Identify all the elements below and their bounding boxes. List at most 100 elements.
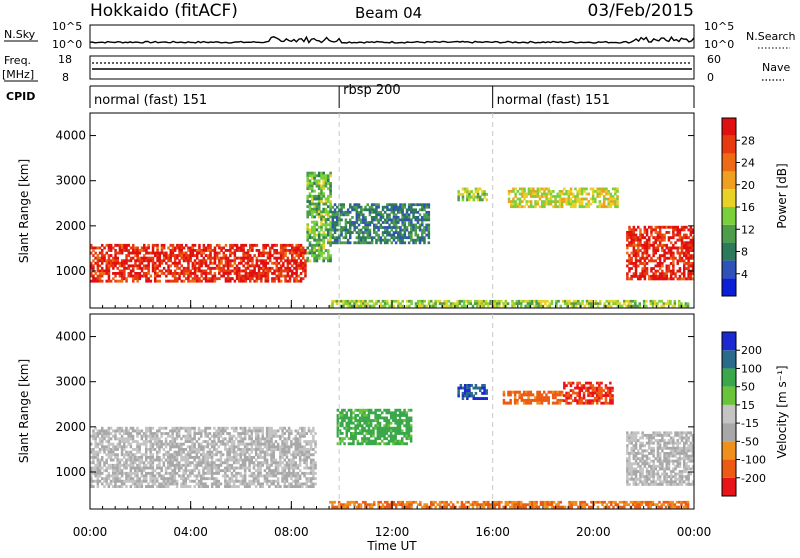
data-cell xyxy=(257,453,260,456)
data-cell xyxy=(154,262,157,265)
data-cell xyxy=(459,302,462,305)
data-cell xyxy=(251,456,254,459)
data-cell xyxy=(639,277,642,280)
data-cell xyxy=(295,477,298,480)
data-cell xyxy=(150,259,153,262)
data-cell xyxy=(284,453,287,456)
data-cell xyxy=(218,459,221,462)
data-cell xyxy=(313,231,316,234)
data-cell xyxy=(105,477,108,480)
data-cell xyxy=(121,464,124,467)
data-cell xyxy=(388,411,391,414)
data-cell xyxy=(428,300,431,303)
data-cell xyxy=(196,275,199,278)
data-cell xyxy=(299,485,302,488)
data-cell xyxy=(373,219,376,222)
data-cell xyxy=(354,424,357,427)
data-cell xyxy=(661,244,664,247)
data-cell xyxy=(134,264,137,267)
data-cell xyxy=(224,483,227,486)
data-cell xyxy=(309,187,312,190)
data-cell xyxy=(262,272,265,275)
data-cell xyxy=(265,272,268,275)
data-cell xyxy=(245,257,248,260)
data-cell xyxy=(147,485,150,488)
data-cell xyxy=(568,302,571,305)
data-cell xyxy=(514,402,517,405)
data-cell xyxy=(152,259,155,262)
data-cell xyxy=(121,264,124,267)
data-cell xyxy=(187,247,190,250)
data-cell xyxy=(470,302,473,305)
data-cell xyxy=(353,224,356,227)
data-cell xyxy=(110,259,113,262)
data-cell xyxy=(94,280,97,283)
data-cell xyxy=(200,259,203,262)
data-cell xyxy=(322,244,325,247)
data-cell xyxy=(180,467,183,470)
data-cell xyxy=(508,200,511,203)
data-cell xyxy=(421,302,424,305)
data-cell xyxy=(470,384,473,387)
data-cell xyxy=(229,469,232,472)
data-cell xyxy=(141,480,144,483)
data-cell xyxy=(530,195,533,198)
data-cell xyxy=(284,252,287,255)
data-cell xyxy=(152,267,155,270)
data-cell xyxy=(134,456,137,459)
data-cell xyxy=(192,277,195,280)
data-cell xyxy=(99,432,102,435)
data-cell xyxy=(606,300,609,303)
data-cell xyxy=(238,257,241,260)
data-cell xyxy=(203,259,206,262)
data-cell xyxy=(174,477,177,480)
data-cell xyxy=(281,430,284,433)
data-cell xyxy=(231,480,234,483)
data-cell xyxy=(372,419,375,422)
data-cell xyxy=(242,451,245,454)
data-cell xyxy=(397,208,400,211)
data-cell xyxy=(392,442,395,445)
data-cell xyxy=(383,437,386,440)
data-cell xyxy=(94,257,97,260)
data-cell xyxy=(313,254,316,257)
data-cell xyxy=(264,461,267,464)
data-cell xyxy=(298,254,301,257)
data-cell xyxy=(410,226,413,229)
data-cell xyxy=(380,239,383,242)
data-cell xyxy=(198,472,201,475)
data-cell xyxy=(399,239,402,242)
data-cell xyxy=(364,229,367,232)
data-cell xyxy=(327,218,330,221)
data-cell xyxy=(481,198,484,201)
data-cell xyxy=(290,430,293,433)
data-cell xyxy=(108,435,111,438)
noise-right-tick-bottom: 10^0 xyxy=(704,38,734,51)
data-cell xyxy=(211,477,214,480)
data-cell xyxy=(139,257,142,260)
data-cell xyxy=(257,445,260,448)
data-cell xyxy=(214,247,217,250)
data-cell xyxy=(415,231,418,234)
data-cell xyxy=(610,205,613,208)
data-cell xyxy=(198,459,201,462)
data-cell xyxy=(267,277,270,280)
data-cell xyxy=(143,469,146,472)
data-cell xyxy=(657,226,660,229)
data-cell xyxy=(101,275,104,278)
data-cell xyxy=(628,231,631,234)
date-label: 03/Feb/2015 xyxy=(588,1,694,21)
data-cell xyxy=(132,448,135,451)
data-cell xyxy=(670,252,673,255)
data-cell xyxy=(674,247,677,250)
data-cell xyxy=(575,302,578,305)
data-cell xyxy=(240,464,243,467)
data-cell xyxy=(159,262,162,265)
data-cell xyxy=(298,244,301,247)
data-cell xyxy=(377,437,380,440)
data-cell xyxy=(648,254,651,257)
data-cell xyxy=(117,252,120,255)
data-cell xyxy=(286,485,289,488)
data-cell xyxy=(351,221,354,224)
data-cell xyxy=(284,480,287,483)
